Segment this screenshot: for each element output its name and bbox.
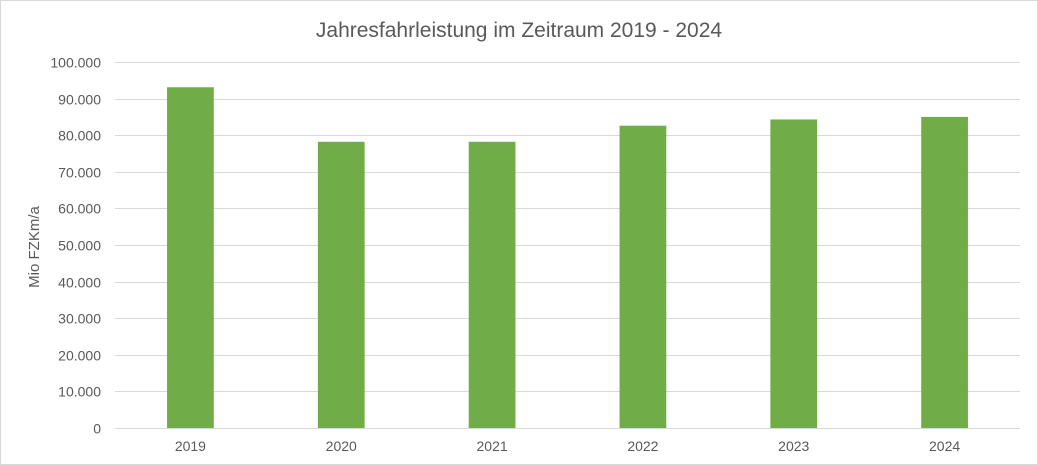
bar-2021 [468, 141, 516, 428]
x-tick-label: 2023 [778, 438, 809, 454]
y-tick-label: 20.000 [58, 348, 101, 364]
y-axis-title: Mio FZKm/a [26, 206, 43, 288]
bar-2019 [167, 87, 214, 428]
x-tick-label: 2022 [627, 438, 658, 454]
y-tick-label: 60.000 [58, 201, 101, 217]
y-tick-label: 40.000 [58, 275, 101, 291]
bar-2024 [921, 116, 968, 429]
y-axis-ticks: 0 10.000 20.000 30.000 40.000 50.000 60.000 70.… [50, 55, 101, 437]
y-tick-label: 90.000 [58, 92, 101, 108]
y-tick-label: 10.000 [58, 384, 101, 400]
y-tick-label: 50.000 [58, 238, 101, 254]
x-axis-ticks: 2019 2020 2021 2022 2023 2024 [175, 438, 961, 454]
y-tick-label: 30.000 [58, 311, 101, 327]
y-tick-label: 0 [93, 421, 101, 437]
y-tick-label: 100.000 [50, 55, 101, 71]
gridlines [115, 62, 1020, 429]
x-tick-label: 2024 [929, 438, 960, 454]
x-tick-label: 2020 [326, 438, 357, 454]
x-tick-label: 2021 [477, 438, 508, 454]
y-tick-label: 80.000 [58, 128, 101, 144]
bar-2020 [317, 141, 365, 428]
chart-title: Jahresfahrleistung im Zeitraum 2019 - 20… [316, 19, 723, 42]
bar-2023 [770, 119, 818, 428]
y-tick-label: 70.000 [58, 165, 101, 181]
bars [167, 87, 968, 429]
bar-2022 [619, 125, 667, 429]
x-tick-label: 2019 [175, 438, 206, 454]
